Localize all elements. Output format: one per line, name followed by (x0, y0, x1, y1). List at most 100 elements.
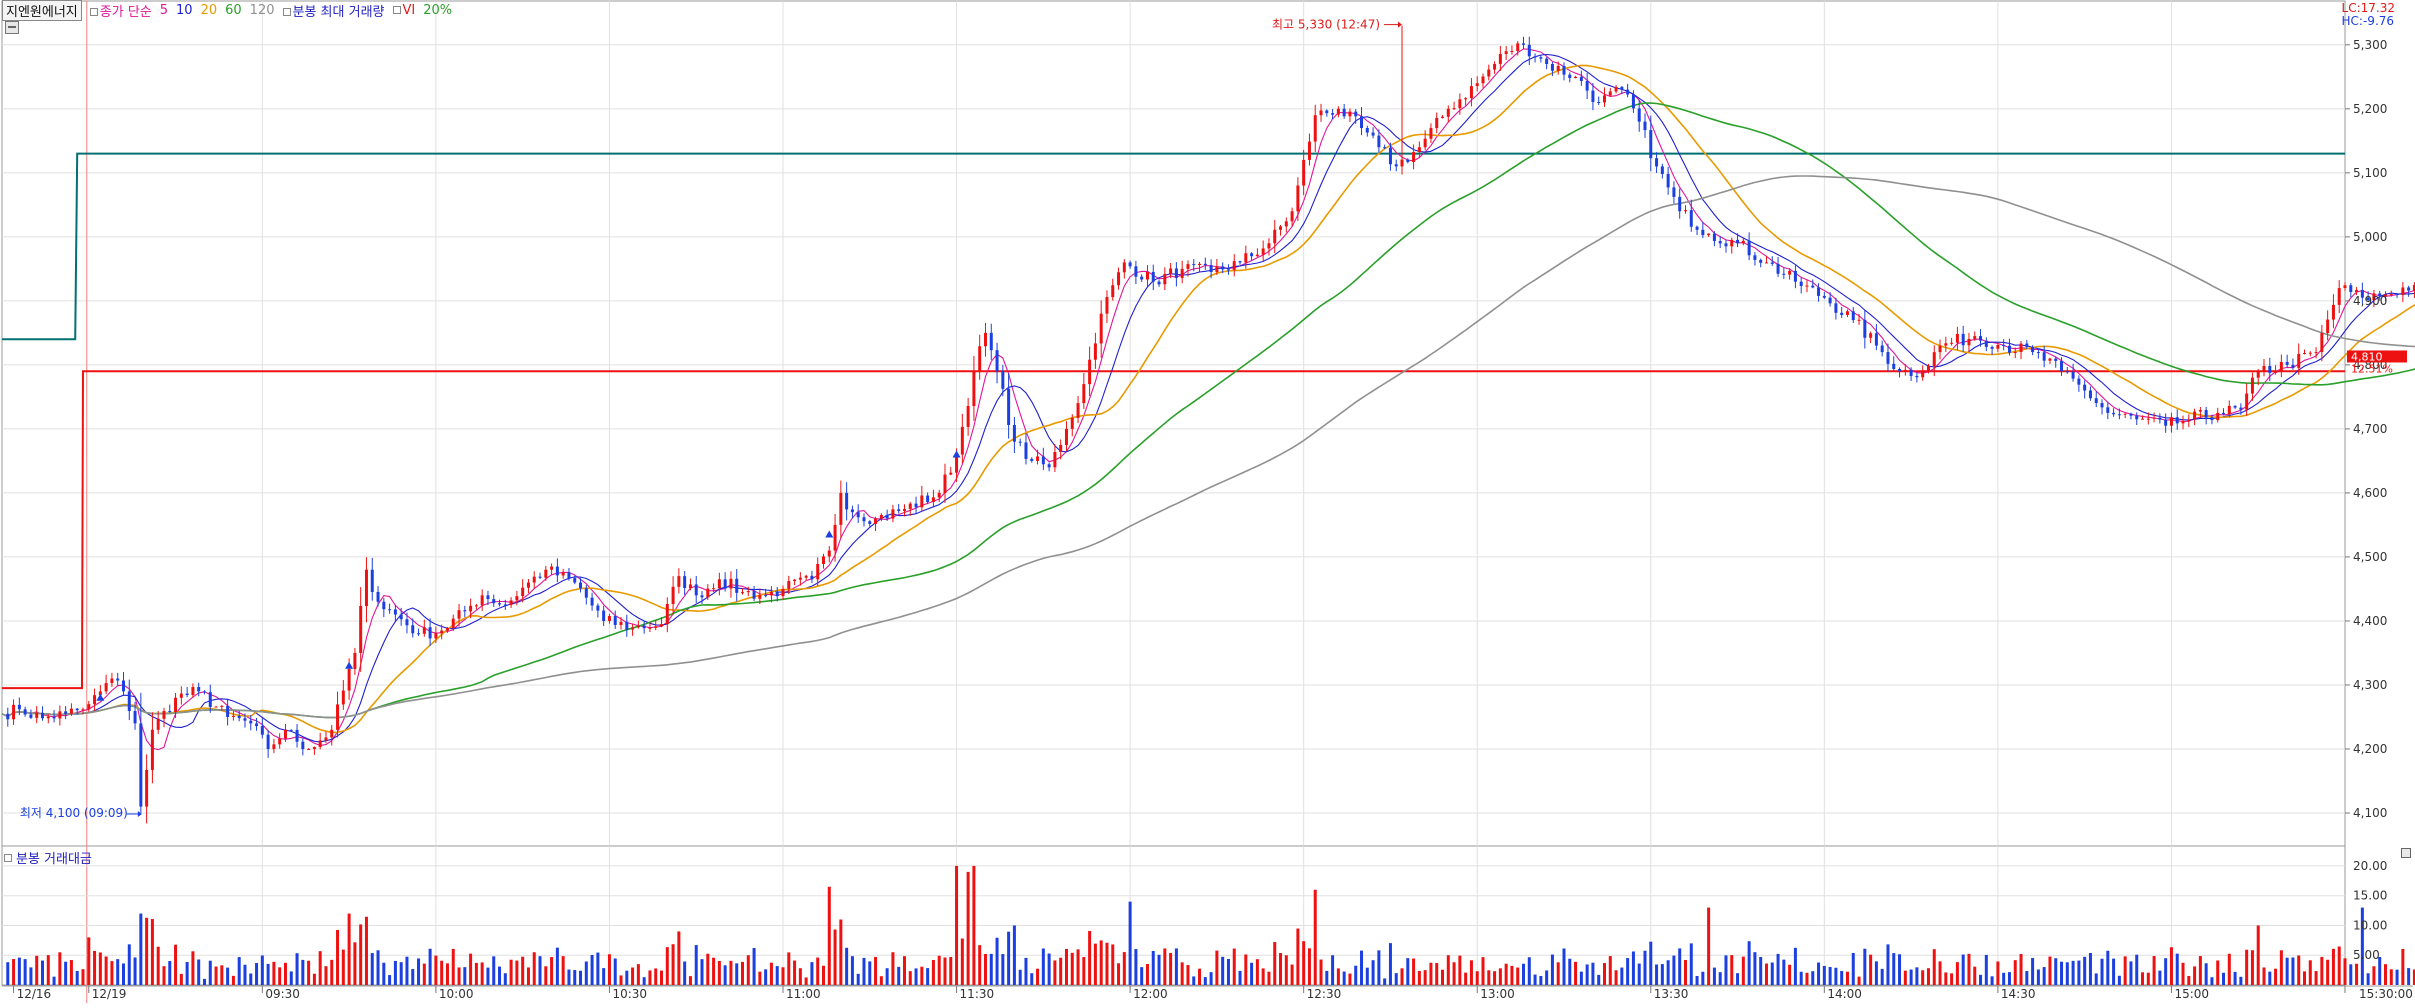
candle-up (1441, 116, 1445, 118)
candle-down (1522, 43, 1526, 45)
volume-bar (1799, 971, 1803, 985)
volume-bar (2314, 971, 2318, 985)
candle-down (2054, 358, 2058, 361)
volume-bar (75, 970, 79, 985)
time-tick-label: 15:00 (2174, 987, 2209, 1001)
vi-legend[interactable]: VI (392, 3, 415, 18)
candle-down (555, 566, 559, 576)
volume-bar (35, 955, 39, 985)
candle-up (2314, 352, 2318, 354)
candle-down (2094, 398, 2098, 404)
ma10-label: 10 (176, 2, 193, 18)
price-tick-label: 4,100 (2353, 806, 2387, 820)
volume-bar (752, 948, 756, 985)
candle-down (1753, 255, 1757, 260)
volume-bar (2279, 950, 2283, 985)
volume-bar (2042, 967, 2046, 985)
candle-down (463, 610, 467, 612)
indicator-settings-button[interactable] (5, 21, 19, 34)
candle-up (509, 600, 513, 605)
candle-down (1157, 281, 1161, 285)
candle-up (2141, 418, 2145, 420)
candle-down (1828, 297, 1832, 304)
candle-down (1822, 295, 1826, 298)
volume-bar (1279, 953, 1283, 985)
candle-down (1724, 243, 1728, 247)
candle-down (2031, 346, 2035, 353)
candle-down (1660, 166, 1664, 174)
panel-menu-button[interactable] (2401, 848, 2411, 858)
stock-name[interactable]: 지엔원에너지 (2, 0, 82, 21)
candle-down (1666, 173, 1670, 188)
candle-up (798, 577, 802, 580)
candle-down (1365, 128, 1369, 133)
candle-up (440, 630, 444, 634)
candle-up (312, 747, 316, 749)
volume-bar (1128, 901, 1132, 985)
volume-bar (781, 967, 785, 985)
volume-bar (1822, 965, 1826, 985)
volume-bar (2083, 956, 2087, 985)
volume-bar (891, 952, 895, 985)
candle-down (1192, 264, 1196, 266)
volume-bar (573, 970, 577, 985)
candle-down (486, 595, 490, 600)
volume-bar (700, 959, 704, 985)
ma120-line (1, 175, 2415, 719)
volume-bar (2412, 969, 2415, 985)
candle-down (2112, 412, 2116, 415)
volume-bar (1111, 944, 1115, 985)
candle-up (1261, 248, 1265, 255)
candle-up (821, 556, 825, 564)
candle-down (625, 621, 629, 630)
candle-down (301, 741, 305, 750)
candle-up (2198, 410, 2202, 412)
candle-down (1747, 240, 1751, 256)
volume-bar (2274, 968, 2278, 985)
candle-down (2077, 378, 2081, 385)
volume-panel-title[interactable]: 분봉 거래대금 (4, 848, 92, 867)
candle-down (1545, 58, 1549, 65)
candle-up (1845, 311, 1849, 315)
candle-down (1961, 333, 1965, 346)
candle-down (1782, 273, 1786, 275)
candle-up (660, 624, 664, 627)
candle-up (1336, 108, 1340, 115)
volume-bar (706, 953, 710, 985)
max-volume-legend[interactable]: 분봉 최대 거래량 (282, 1, 385, 20)
signal-marker (825, 530, 834, 538)
volume-bar (1701, 971, 1705, 985)
candle-down (1695, 226, 1699, 230)
volume-bar (1446, 955, 1450, 985)
candle-down (2268, 365, 2272, 373)
candle-up (330, 729, 334, 738)
volume-bar (978, 945, 982, 985)
volume-bar (428, 948, 432, 985)
candle-down (868, 521, 872, 524)
volume-bar (856, 973, 860, 985)
candle-down (613, 616, 617, 625)
volume-bar (561, 956, 565, 985)
candle-down (1979, 336, 1983, 341)
volume-bars (6, 865, 2415, 985)
volume-bar (202, 978, 206, 985)
candle-down (249, 720, 253, 724)
candle-up (2326, 319, 2330, 334)
volume-bar (2395, 969, 2399, 985)
candle-down (1811, 285, 1815, 288)
candle-down (139, 723, 143, 807)
candle-down (2088, 390, 2092, 399)
volume-bar (498, 966, 502, 985)
volume-bar (2135, 954, 2139, 985)
volume-bar (989, 953, 993, 985)
ma-legend[interactable]: 종가 단순 (89, 1, 152, 20)
candle-up (1452, 108, 1456, 110)
volume-bar (2054, 958, 2058, 985)
candle-down (989, 332, 993, 351)
volume-bar (2019, 954, 2023, 985)
base-price-line (2, 370, 2345, 690)
candle-up (1469, 86, 1473, 99)
volume-bar (2355, 963, 2359, 985)
